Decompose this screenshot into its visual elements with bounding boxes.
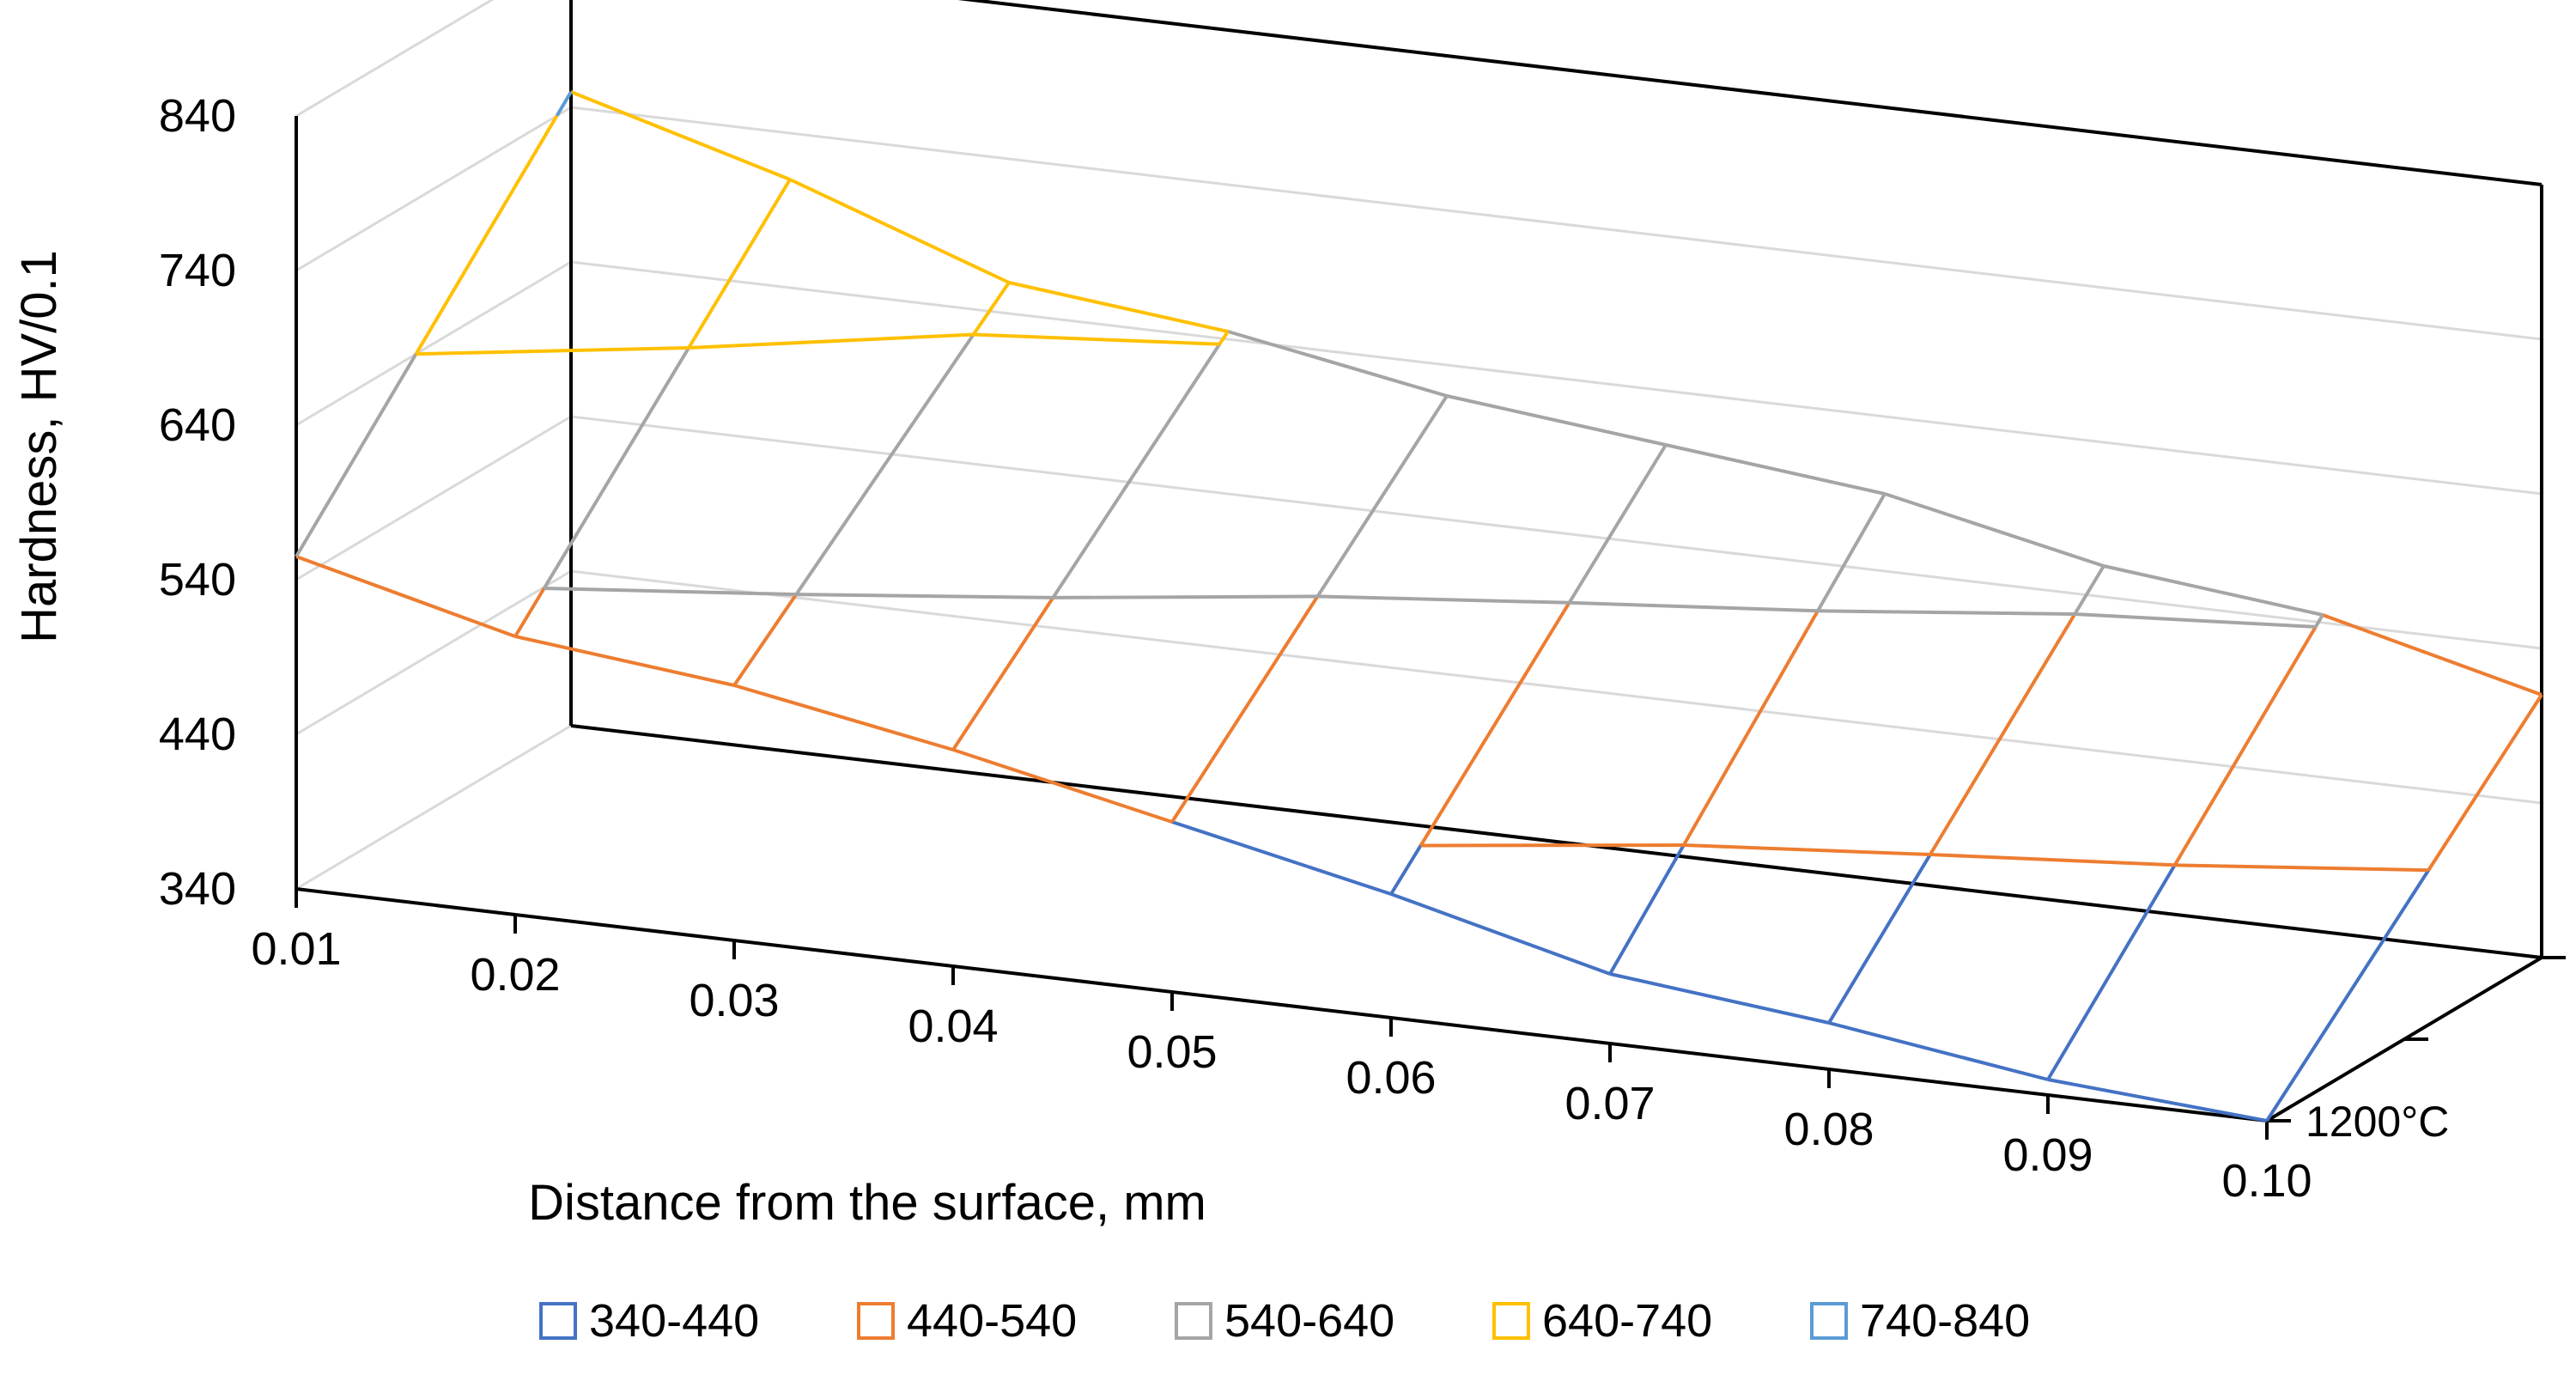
back-top-edge [957,0,2543,186]
surface-rung-segment [513,587,546,638]
x-tick-label: 0.09 [2002,1129,2093,1181]
legend-swatch [1175,1302,1212,1340]
surface-rung-segment [1929,612,2077,856]
surface-row-1200-segment [2047,1078,2268,1123]
x-tick-label: 0.08 [1783,1104,1874,1155]
gridline [295,415,2543,650]
surface-row-1200-segment [952,748,1173,824]
surface-rung-segment [687,178,792,350]
surface-row-1100-segment [1008,281,1229,333]
legend-label: 740-840 [1860,1295,2030,1347]
surface-rung-segment [794,333,975,596]
surface-rung-segment [2265,869,2430,1123]
chart-axes [295,0,2566,1140]
y-axis-title: Hardness, HV/0.1 [11,250,67,643]
y-tick-label: 340 [159,863,236,915]
surface-rung-segment [1608,844,1686,975]
contour-line [1420,843,2429,873]
x-tick-label: 0.06 [1346,1052,1436,1104]
surface-rung-segment [1816,493,1886,612]
surface-rung-segment [1567,443,1668,604]
surface-row-1200-segment [295,555,516,638]
y-tick-label: 440 [159,709,236,760]
chart-surface [295,90,2543,1123]
surface-row-1100-segment [1227,330,1448,398]
surface-rung-segment [1315,394,1449,598]
legend-item: 740-840 [1810,1295,2030,1347]
surface-rung-segment [555,90,573,117]
surface-row-1100-segment [2322,613,2543,697]
legend-swatch [539,1302,577,1340]
legend-item: 340-440 [539,1295,759,1347]
surface-row-1100-segment [1446,394,1667,447]
x-axis-line [295,887,2268,1123]
x-tick-label: 0.03 [689,975,779,1026]
surface-rung-segment [2073,564,2105,616]
surface-row-1100-segment [1665,443,1886,496]
surface-row-1100-segment [789,178,1010,284]
surface-rung-segment [414,114,559,356]
surface-row-1100-segment [570,90,791,181]
surface-row-1200-segment [514,635,735,687]
legend-item: 640-740 [1492,1295,1712,1347]
chart-tick-labels: 340 440 540 640 740 840 0.01 0.02 0.03 0.04 0.05 0.… [159,90,2449,1207]
surface-rung-segment [542,346,690,590]
y-tick-label: 740 [159,245,236,296]
legend-item: 540-640 [1175,1295,1394,1347]
y-tick-label: 640 [159,399,236,451]
surface-rung-segment [1682,610,1820,847]
chart-legend: 340-440 440-540 540-640 640-740 740-840 [539,1295,2030,1347]
x-tick-label: 0.10 [2221,1155,2312,1207]
surface-rung-segment [1051,343,1221,599]
x-axis-title: Distance from the surface, mm [528,1175,1206,1231]
gridline [295,569,2543,805]
legend-label: 540-640 [1224,1295,1394,1347]
surface-rung-segment [295,353,418,558]
contour-line [544,587,2316,629]
y-tick-label: 840 [159,90,236,142]
surface-rung-segment [2046,864,2177,1081]
gridline [295,106,2543,341]
legend-item: 440-540 [857,1295,1077,1347]
surface-row-1200-segment [733,684,954,751]
gridline [295,260,2543,496]
legend-swatch [1810,1302,1848,1340]
surface-rung-segment [1389,844,1423,896]
surface-row-1100-segment [1884,492,2105,568]
legend-label: 340-440 [589,1295,759,1347]
surface-rung-segment [1419,601,1571,847]
surface-row-1200-segment [1390,892,1611,976]
surface-rung-segment [1218,330,1230,345]
gridline [295,0,2543,186]
surface-rung-segment [2172,625,2318,867]
y-tick-label: 540 [159,554,236,605]
gridline [295,724,2543,959]
x-tick-label: 0.04 [908,1001,998,1052]
back-bottom-edge [570,724,2543,959]
surface-rung-segment [2314,613,2324,628]
surface-rung-segment [972,281,1011,336]
x-tick-label: 0.07 [1564,1078,1655,1129]
surface-row-1200-segment [1171,820,1392,896]
x-tick-label: 0.01 [251,923,341,975]
legend-label: 440-540 [907,1295,1077,1347]
surface-row-1200-segment [1609,972,1830,1025]
surface-rung-segment [951,596,1055,751]
surface-row-1200-segment [1828,1021,2049,1081]
contour-line [416,332,1220,356]
surface-rung-segment [732,593,798,687]
surface-row-1100-segment [2103,564,2324,617]
depth-tick-label: 1200°C [2306,1098,2449,1146]
surface-rung-segment [1827,853,1932,1025]
legend-swatch [1492,1302,1530,1340]
surface-rung-segment [2427,693,2543,872]
surface-rung-segment [1170,595,1320,824]
x-tick-label: 0.02 [470,949,560,1001]
legend-label: 640-740 [1542,1295,1712,1347]
legend-swatch [857,1302,895,1340]
x-tick-label: 0.05 [1127,1026,1217,1078]
